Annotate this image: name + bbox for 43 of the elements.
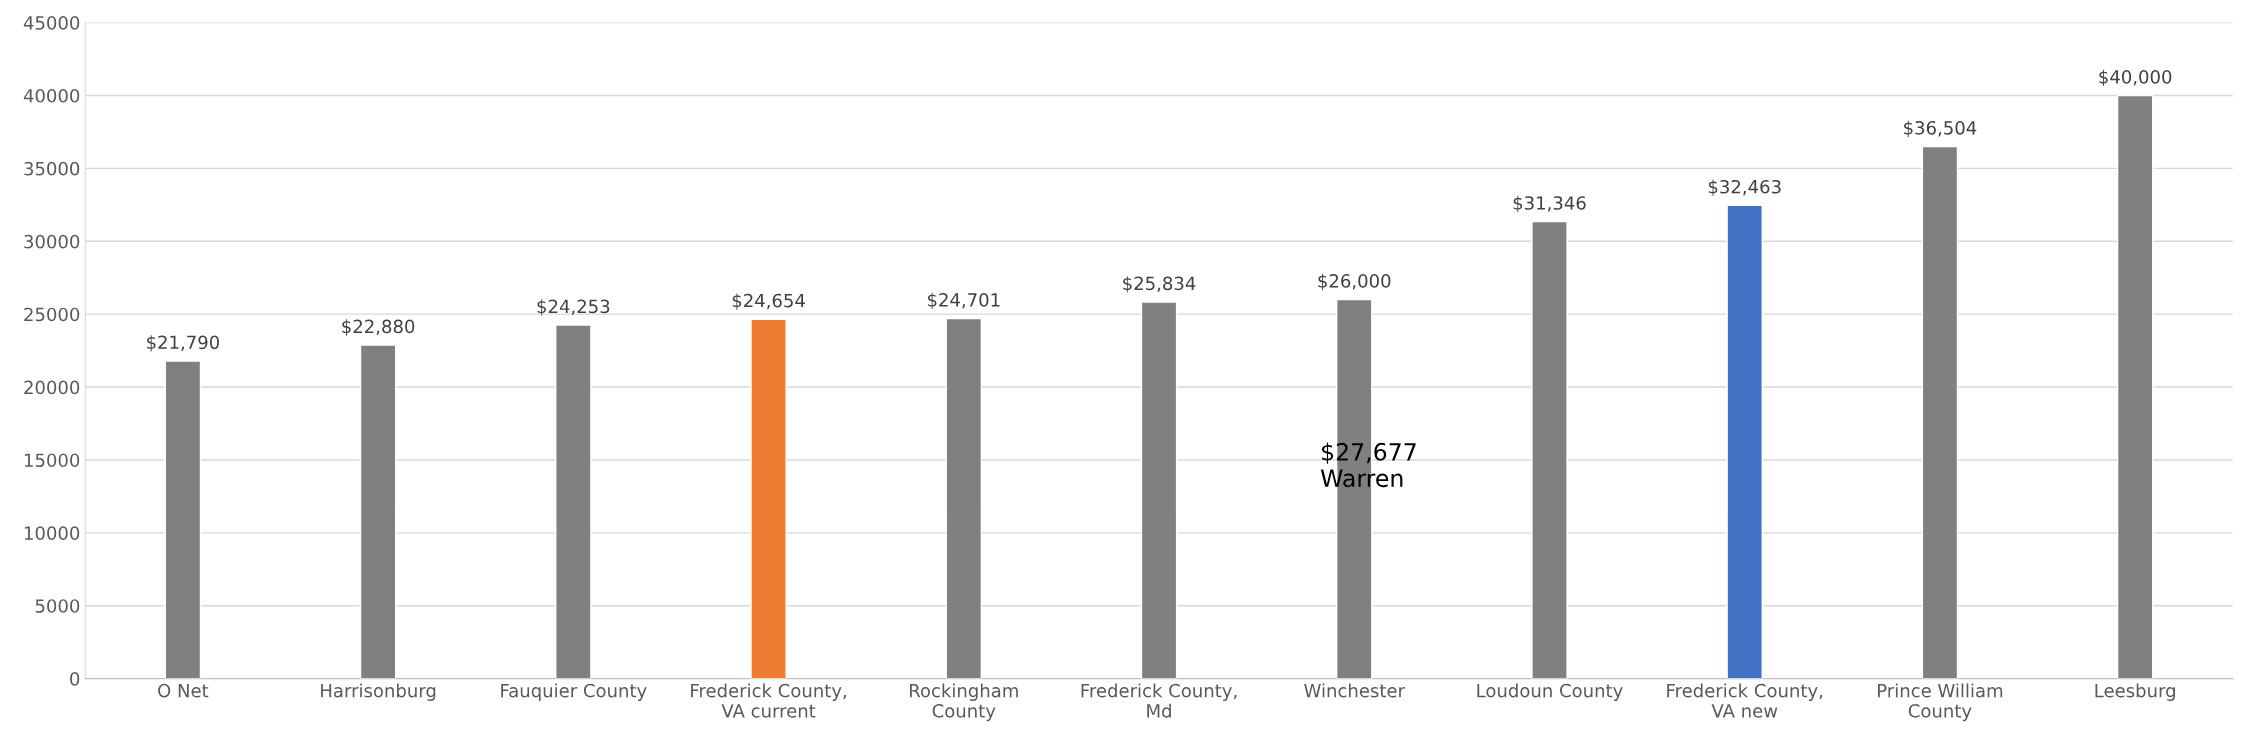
x-tick-label: O Net	[158, 683, 209, 698]
bar	[750, 318, 787, 679]
bar	[1140, 301, 1178, 679]
data-label: $22,880	[342, 319, 415, 336]
y-tick-label: 45000	[23, 16, 80, 30]
bar	[1531, 220, 1568, 679]
x-tick-label: Fauquier County	[501, 683, 647, 701]
data-label: $24,253	[537, 299, 610, 316]
data-label: $31,346	[1513, 195, 1586, 213]
x-tick-label: Winchester	[1304, 683, 1405, 698]
x-tick-label: Leesburg	[2095, 683, 2175, 701]
x-tick-label: Harrisonburg	[321, 683, 436, 701]
y-tick-label: 35000	[24, 161, 80, 176]
y-tick-label: 25000	[24, 307, 80, 322]
x-tick-label: Frederick County, VA current	[691, 683, 846, 718]
data-label: $32,463	[1708, 179, 1781, 196]
x-tick-label: Rockingham County	[909, 683, 1018, 722]
data-label: $25,834	[1123, 276, 1196, 293]
data-label: $40,000	[2099, 69, 2172, 87]
data-label: $36,504	[1904, 120, 1977, 138]
y-tick-label: 10000	[24, 526, 80, 540]
x-tick-label: Frederick County, Md	[1081, 683, 1237, 718]
bar	[1726, 204, 1763, 679]
data-label: $26,000	[1318, 273, 1391, 291]
y-tick-label: 40000	[23, 88, 80, 103]
annotation: $27,677 Warren	[1320, 442, 1416, 488]
bar	[164, 360, 202, 679]
bar	[2116, 94, 2154, 679]
y-tick-label: 20000	[24, 380, 80, 395]
data-label: $21,790	[147, 335, 220, 352]
bar	[945, 317, 983, 679]
bar	[359, 344, 397, 679]
data-label: $24,654	[732, 293, 805, 310]
x-tick-label: Frederick County, VA new	[1667, 683, 1823, 718]
y-tick-label: 15000	[24, 453, 80, 468]
x-tick-label: Prince William County	[1878, 683, 2003, 722]
bar	[1921, 145, 1959, 679]
x-tick-label: Loudoun County	[1477, 683, 1623, 701]
bar	[555, 324, 592, 679]
data-label: $24,701	[927, 292, 1000, 310]
y-tick-label: 30000	[24, 234, 80, 249]
y-tick-label: 5000	[35, 599, 80, 613]
y-tick-label: 0	[70, 672, 80, 686]
